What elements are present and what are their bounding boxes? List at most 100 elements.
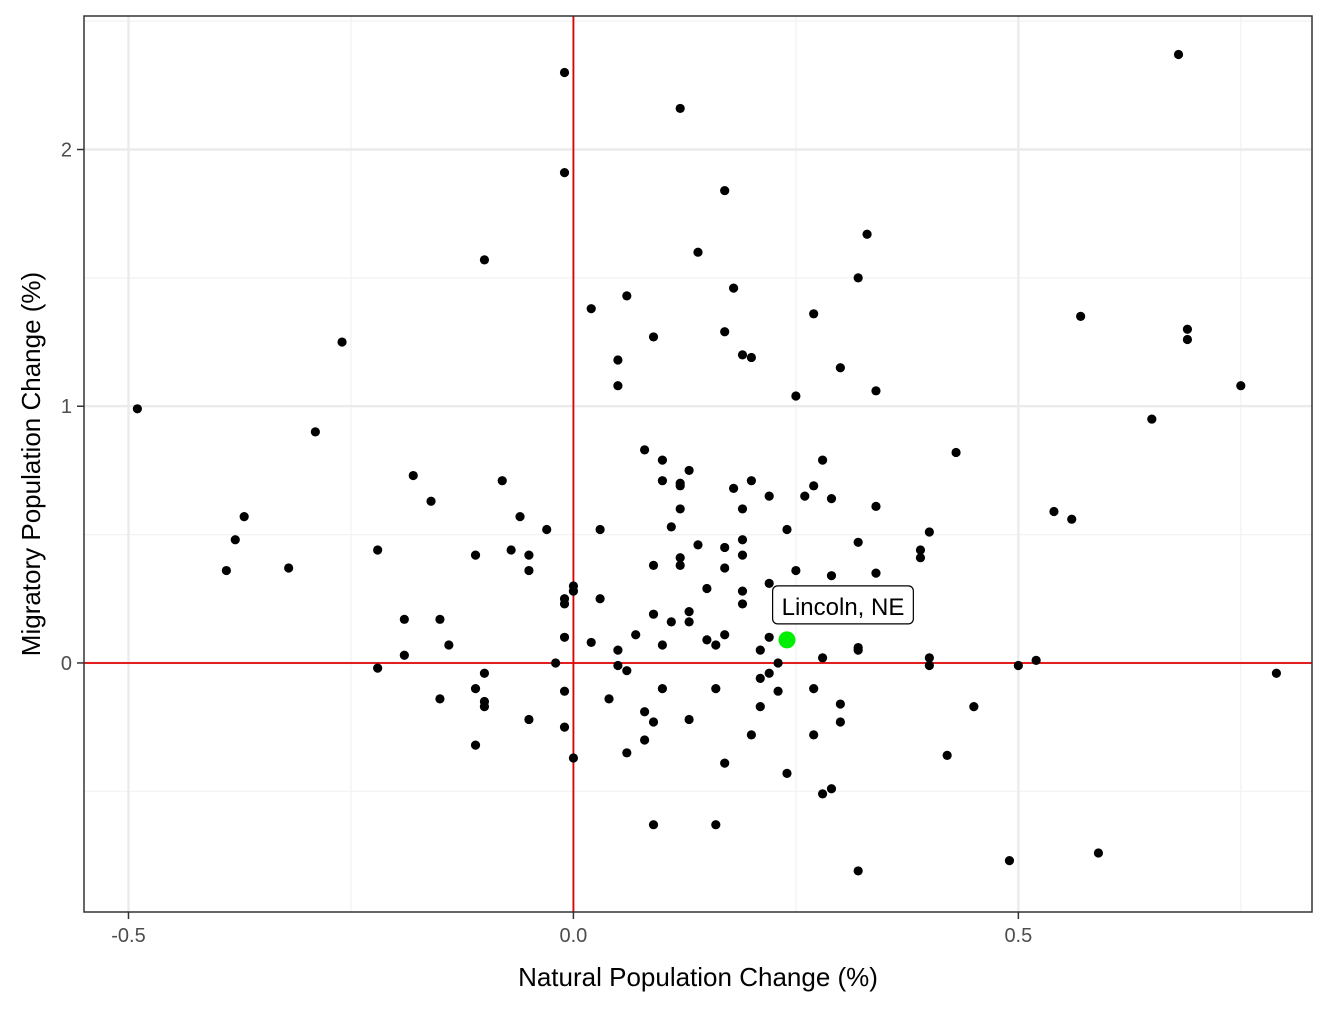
data-point — [915, 545, 926, 555]
data-point — [809, 730, 819, 740]
data-point — [470, 684, 481, 694]
data-point — [764, 632, 774, 642]
data-point — [835, 363, 845, 373]
highlight-callout: Lincoln, NE — [772, 585, 914, 625]
data-point — [435, 694, 445, 704]
data-point — [826, 494, 837, 504]
data-point — [559, 168, 570, 178]
data-point — [221, 565, 231, 576]
data-point — [809, 481, 819, 491]
data-point — [444, 640, 454, 650]
x-tick-label: 0.5 — [1004, 925, 1032, 947]
data-point — [239, 512, 249, 522]
data-point — [657, 640, 668, 650]
data-point — [720, 630, 730, 640]
data-point — [1067, 514, 1077, 524]
data-point — [640, 707, 650, 717]
data-point — [684, 617, 694, 627]
data-point — [230, 535, 240, 545]
data-point — [782, 524, 792, 535]
data-point — [817, 455, 828, 465]
data-point — [684, 465, 694, 476]
data-point — [720, 185, 730, 196]
highlight-label: Lincoln, NE — [782, 594, 905, 621]
data-point — [702, 583, 712, 594]
data-point — [853, 273, 863, 283]
data-point — [604, 694, 614, 704]
data-point — [470, 740, 481, 750]
data-point — [693, 540, 703, 550]
data-point — [613, 660, 623, 671]
data-point — [924, 660, 934, 671]
data-point — [969, 702, 979, 712]
data-point — [622, 666, 632, 676]
data-point — [675, 103, 685, 114]
data-point — [1093, 848, 1104, 858]
data-point — [622, 748, 632, 758]
data-point — [497, 476, 507, 486]
data-point — [871, 501, 881, 511]
grid-layer — [84, 16, 1312, 912]
data-point — [559, 67, 570, 78]
data-point — [648, 717, 659, 727]
data-point — [675, 560, 685, 571]
data-point — [862, 229, 872, 239]
data-point — [373, 545, 383, 555]
data-point — [586, 637, 596, 648]
data-point — [1271, 668, 1282, 678]
data-point — [791, 565, 801, 576]
data-point — [773, 686, 783, 696]
data-point — [737, 586, 748, 596]
data-point — [924, 527, 934, 537]
data-point — [1013, 660, 1023, 671]
y-tick-label: 1 — [61, 396, 72, 418]
data-point — [835, 699, 845, 709]
data-point — [791, 391, 801, 401]
data-point — [737, 599, 748, 609]
data-point — [684, 607, 694, 617]
data-point — [871, 568, 881, 578]
panel-border — [83, 15, 1313, 913]
data-point — [720, 563, 730, 573]
data-point — [817, 789, 828, 799]
data-point — [506, 545, 516, 555]
y-tick-label: 0 — [61, 653, 72, 675]
x-tick-label: -0.5 — [111, 925, 145, 947]
data-point — [595, 524, 605, 535]
data-point — [728, 283, 739, 293]
x-tick-label: 0.0 — [560, 925, 588, 947]
data-point — [853, 645, 863, 655]
data-point — [1173, 49, 1184, 60]
data-point — [720, 327, 730, 337]
data-point — [657, 455, 668, 465]
data-point — [648, 609, 659, 619]
data-point — [711, 640, 721, 650]
data-point — [853, 866, 863, 876]
data-point — [666, 617, 676, 627]
data-point — [809, 309, 819, 319]
data-point — [764, 578, 774, 588]
data-point — [479, 668, 490, 678]
data-point — [568, 753, 579, 763]
data-point — [435, 614, 445, 624]
data-point — [1004, 856, 1015, 866]
data-point — [613, 645, 623, 655]
data-point — [613, 381, 623, 391]
data-point — [746, 476, 756, 486]
data-point — [764, 668, 774, 678]
data-point — [470, 550, 481, 560]
data-point — [559, 722, 570, 732]
data-point — [826, 784, 837, 794]
data-point — [800, 491, 810, 501]
data-point — [1182, 324, 1193, 334]
y-axis-title: Migratory Population Change (%) — [16, 272, 46, 656]
data-point — [817, 653, 828, 663]
data-point — [648, 332, 659, 342]
data-point — [755, 645, 765, 655]
data-point — [951, 447, 961, 458]
data-point — [755, 702, 765, 712]
data-point — [746, 730, 756, 740]
data-point — [684, 714, 694, 725]
data-point — [284, 563, 294, 573]
